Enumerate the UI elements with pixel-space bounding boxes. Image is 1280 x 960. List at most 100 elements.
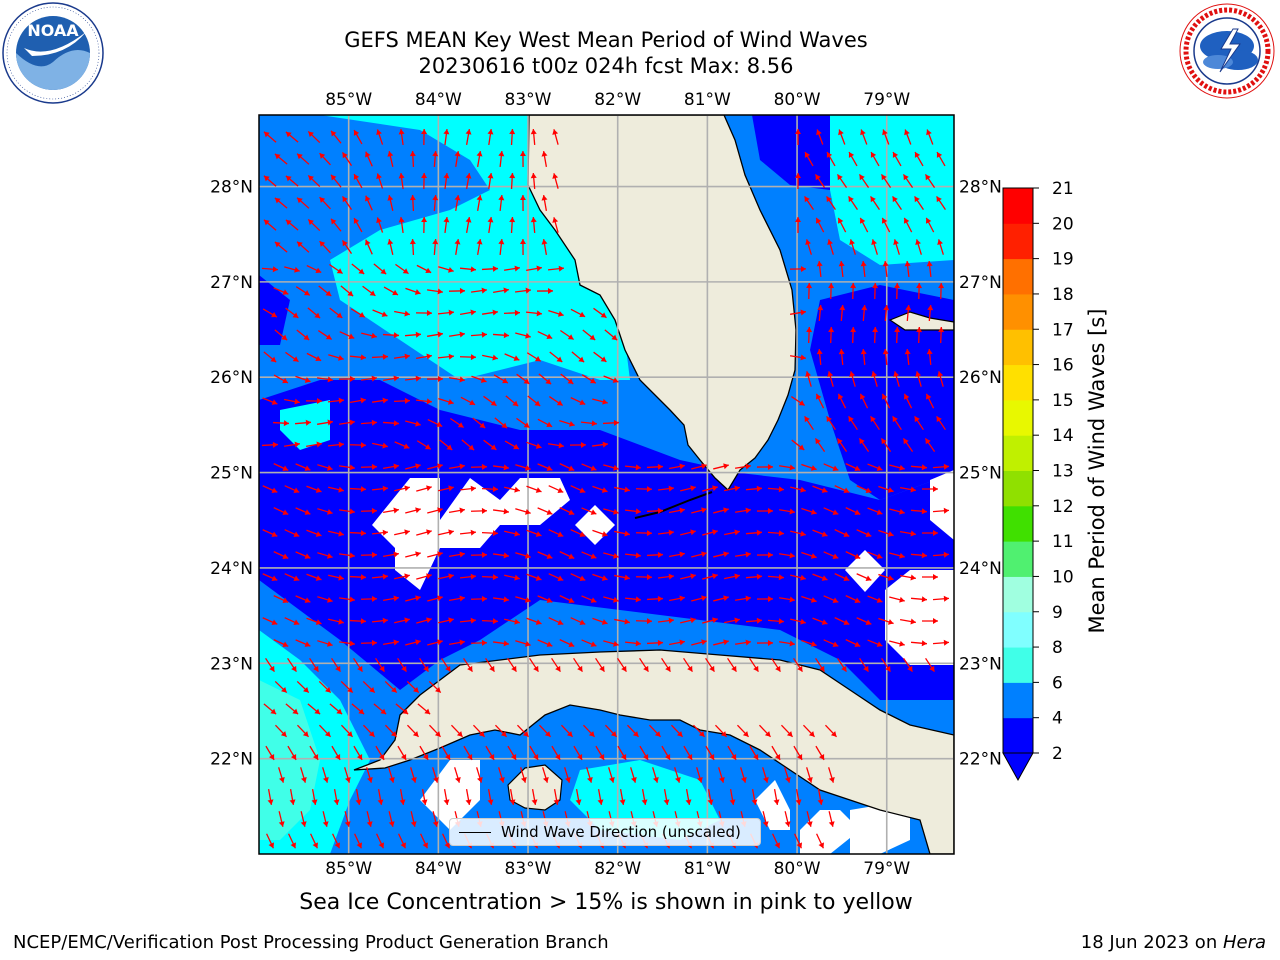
- wind-wave-arrow: [344, 767, 351, 783]
- wind-wave-arrow: [560, 724, 574, 738]
- wind-wave-arrow: [273, 507, 289, 515]
- wind-wave-arrow: [503, 265, 521, 272]
- wind-wave-arrow: [536, 287, 554, 294]
- wind-wave-arrow: [756, 595, 774, 602]
- colorbar-tick-label: 18: [1052, 285, 1074, 305]
- wind-wave-arrow: [481, 486, 499, 493]
- wind-wave-arrow: [932, 507, 950, 514]
- wind-wave-arrow: [349, 486, 367, 493]
- wind-wave-arrow: [317, 640, 333, 647]
- wind-wave-arrow: [530, 216, 537, 234]
- wind-wave-arrow: [573, 745, 583, 761]
- chart-title-line1: GEFS MEAN Key West Mean Period of Wind W…: [344, 28, 868, 52]
- wind-wave-arrow: [801, 595, 817, 603]
- wind-wave-arrow: [366, 811, 373, 827]
- wind-wave-arrow: [307, 218, 321, 232]
- wind-wave-arrow: [801, 463, 817, 471]
- wind-wave-arrow: [519, 238, 526, 256]
- wind-wave-arrow: [416, 529, 432, 536]
- wind-wave-arrow: [353, 173, 363, 189]
- footer-date-text: 18 Jun 2023 on: [1080, 932, 1223, 953]
- wind-wave-arrow: [504, 440, 520, 450]
- wind-wave-arrow: [724, 485, 740, 492]
- wind-wave-arrow: [416, 573, 432, 580]
- wind-wave-arrow: [892, 195, 902, 211]
- wind-wave-arrow: [405, 551, 421, 558]
- wind-wave-arrow: [538, 373, 552, 385]
- land-florida: [527, 115, 797, 492]
- wind-wave-arrow: [823, 507, 839, 515]
- wind-wave-arrow: [548, 396, 564, 406]
- wind-wave-arrow: [680, 529, 696, 536]
- colorbar-segment: [1003, 505, 1033, 542]
- wind-wave-arrow: [552, 173, 559, 189]
- wind-wave-arrow: [394, 485, 410, 492]
- colorbar-tick-label: 14: [1052, 426, 1074, 446]
- wind-wave-arrow: [826, 195, 836, 211]
- wind-wave-arrow: [481, 530, 499, 537]
- wind-wave-arrow: [592, 529, 608, 537]
- wind-wave-arrow: [339, 419, 355, 426]
- wind-wave-arrow: [309, 745, 319, 761]
- wind-wave-arrow: [494, 724, 508, 738]
- lon-label-bottom: 85°W: [325, 859, 372, 879]
- wind-wave-arrow: [837, 657, 847, 673]
- wind-wave-arrow: [394, 310, 410, 317]
- wind-wave-arrow: [848, 415, 858, 431]
- chart-title-line2: 20230616 t00z 024h fcst Max: 8.56: [418, 54, 794, 78]
- wind-wave-arrow: [397, 657, 407, 673]
- lat-labels-right: 28°N 27°N 26°N 25°N 24°N 23°N 22°N: [959, 178, 1002, 770]
- wind-wave-arrow: [296, 153, 310, 165]
- wind-wave-arrow: [394, 441, 410, 449]
- wind-wave-arrow: [405, 639, 421, 646]
- wind-wave-arrow: [904, 348, 911, 366]
- wind-wave-arrow: [331, 657, 341, 673]
- wind-wave-arrow: [353, 657, 363, 673]
- wind-wave-arrow: [834, 617, 850, 625]
- map-frame: [258, 114, 955, 855]
- undefined-area-5: [930, 470, 954, 540]
- wind-wave-arrow: [459, 485, 477, 492]
- wind-wave-arrow: [274, 241, 288, 253]
- wind-wave-arrow: [548, 617, 564, 625]
- wind-wave-arrow: [376, 173, 384, 189]
- colorbar-tick-label: 13: [1052, 462, 1074, 482]
- wind-wave-arrow: [793, 657, 803, 673]
- wind-wave-arrow: [549, 351, 563, 363]
- wind-wave-arrow: [816, 833, 824, 849]
- wind-wave-arrow: [892, 151, 902, 167]
- wind-wave-arrow: [284, 266, 300, 273]
- wind-wave-arrow: [921, 618, 939, 625]
- wind-wave-arrow: [724, 617, 740, 624]
- wind-wave-arrow: [504, 353, 520, 361]
- wind-wave-arrow: [285, 307, 299, 319]
- wind-wave-arrow: [870, 195, 880, 211]
- wind-wave-arrow: [296, 680, 310, 694]
- wind-wave-arrow: [882, 260, 889, 278]
- wind-wave-arrow: [889, 508, 905, 515]
- wind-wave-arrow: [937, 239, 944, 255]
- wind-wave-arrow: [856, 617, 872, 625]
- wind-wave-arrow: [592, 485, 608, 493]
- wind-wave-arrow: [817, 789, 824, 805]
- wind-wave-arrow: [848, 151, 858, 167]
- wind-wave-arrow: [680, 485, 696, 492]
- wind-wave-arrow: [529, 745, 539, 761]
- wind-wave-arrow: [432, 811, 439, 827]
- wind-wave-arrow: [427, 595, 443, 602]
- colorbar-tick-label: 19: [1052, 250, 1074, 270]
- wind-wave-arrow: [318, 285, 332, 297]
- wind-wave-arrow: [806, 282, 813, 300]
- wind-wave-arrow: [375, 657, 385, 673]
- wind-wave-arrow: [652, 767, 659, 783]
- wind-wave-arrow: [404, 331, 422, 338]
- wind-wave-arrow: [559, 551, 575, 559]
- wind-wave-arrow: [639, 657, 649, 673]
- wind-wave-arrow: [441, 657, 451, 673]
- wind-wave-arrow: [823, 551, 839, 559]
- wind-wave-arrow: [767, 574, 785, 581]
- wind-wave-arrow: [702, 573, 718, 580]
- wind-wave-arrow: [641, 789, 648, 805]
- wind-wave-arrow: [564, 767, 571, 783]
